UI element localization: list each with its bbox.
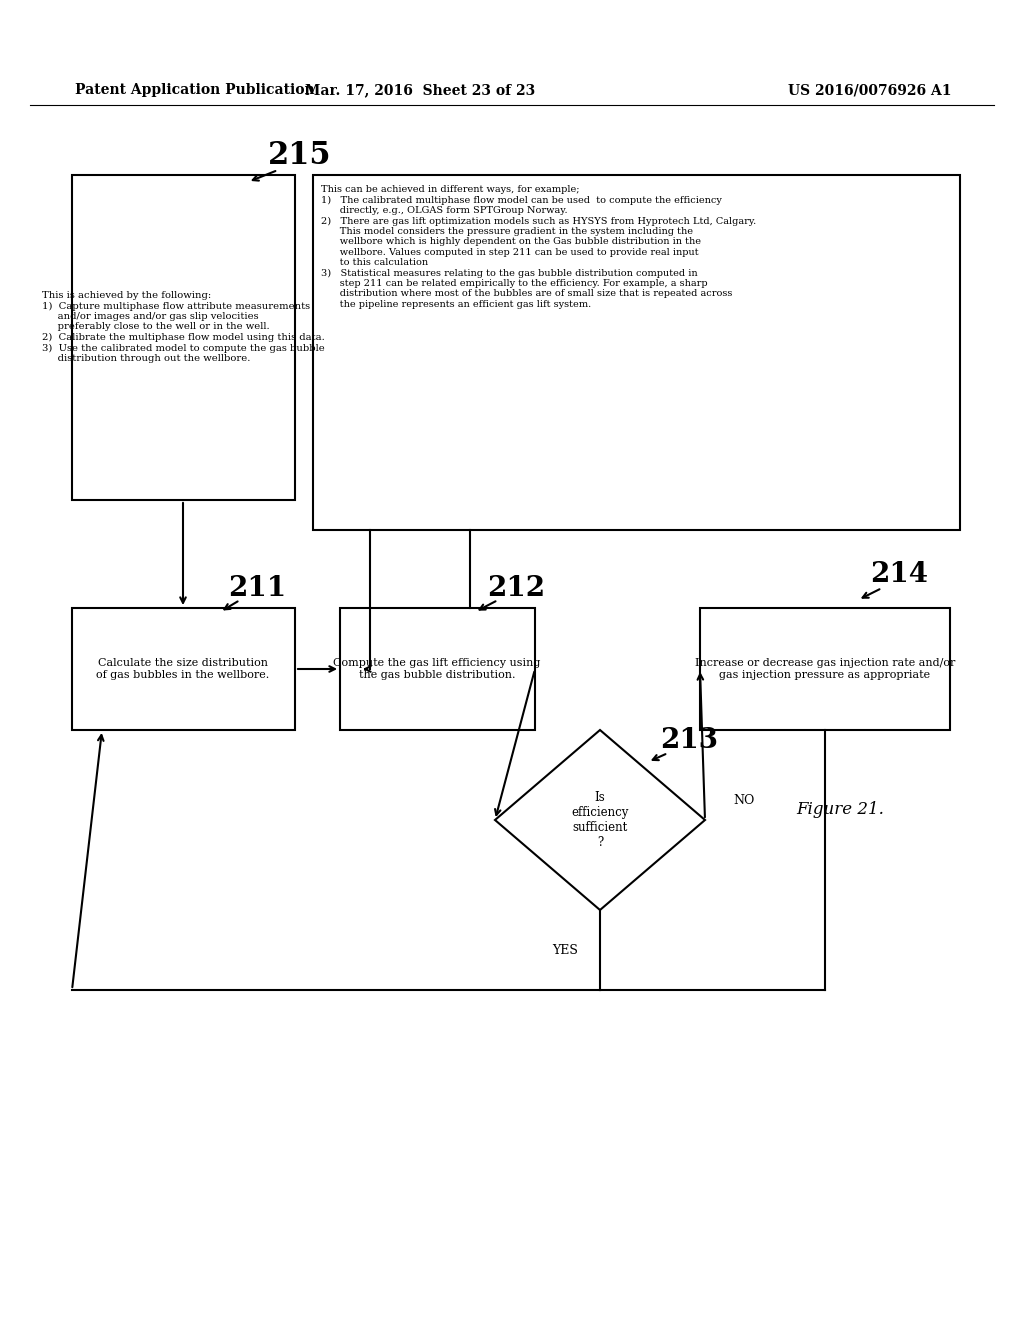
Text: Calculate the size distribution
of gas bubbles in the wellbore.: Calculate the size distribution of gas b… (96, 659, 269, 680)
Bar (72, 609, 295, 730)
Bar (700, 609, 950, 730)
Text: Compute the gas lift efficiency using
the gas bubble distribution.: Compute the gas lift efficiency using th… (334, 659, 541, 680)
Text: 211: 211 (228, 574, 286, 602)
Bar (72, 176, 295, 500)
Text: Increase or decrease gas injection rate and/or
gas injection pressure as appropr: Increase or decrease gas injection rate … (695, 659, 955, 680)
Text: Is
efficiency
sufficient
?: Is efficiency sufficient ? (571, 791, 629, 849)
Text: YES: YES (552, 944, 578, 957)
Text: Mar. 17, 2016  Sheet 23 of 23: Mar. 17, 2016 Sheet 23 of 23 (305, 83, 536, 96)
Bar (313, 176, 961, 531)
Text: This can be achieved in different ways, for example;
1)   The calibrated multiph: This can be achieved in different ways, … (321, 185, 757, 309)
Bar (340, 609, 535, 730)
Text: Figure 21.: Figure 21. (796, 801, 884, 818)
Text: 215: 215 (268, 140, 332, 170)
Text: 214: 214 (870, 561, 928, 589)
Text: 213: 213 (660, 726, 718, 754)
Text: This is achieved by the following:
1)  Capture multiphase flow attribute measure: This is achieved by the following: 1) Ca… (42, 292, 325, 363)
Polygon shape (495, 730, 705, 909)
Text: US 2016/0076926 A1: US 2016/0076926 A1 (788, 83, 951, 96)
Text: 212: 212 (487, 574, 545, 602)
Text: NO: NO (733, 793, 755, 807)
Text: Patent Application Publication: Patent Application Publication (75, 83, 314, 96)
